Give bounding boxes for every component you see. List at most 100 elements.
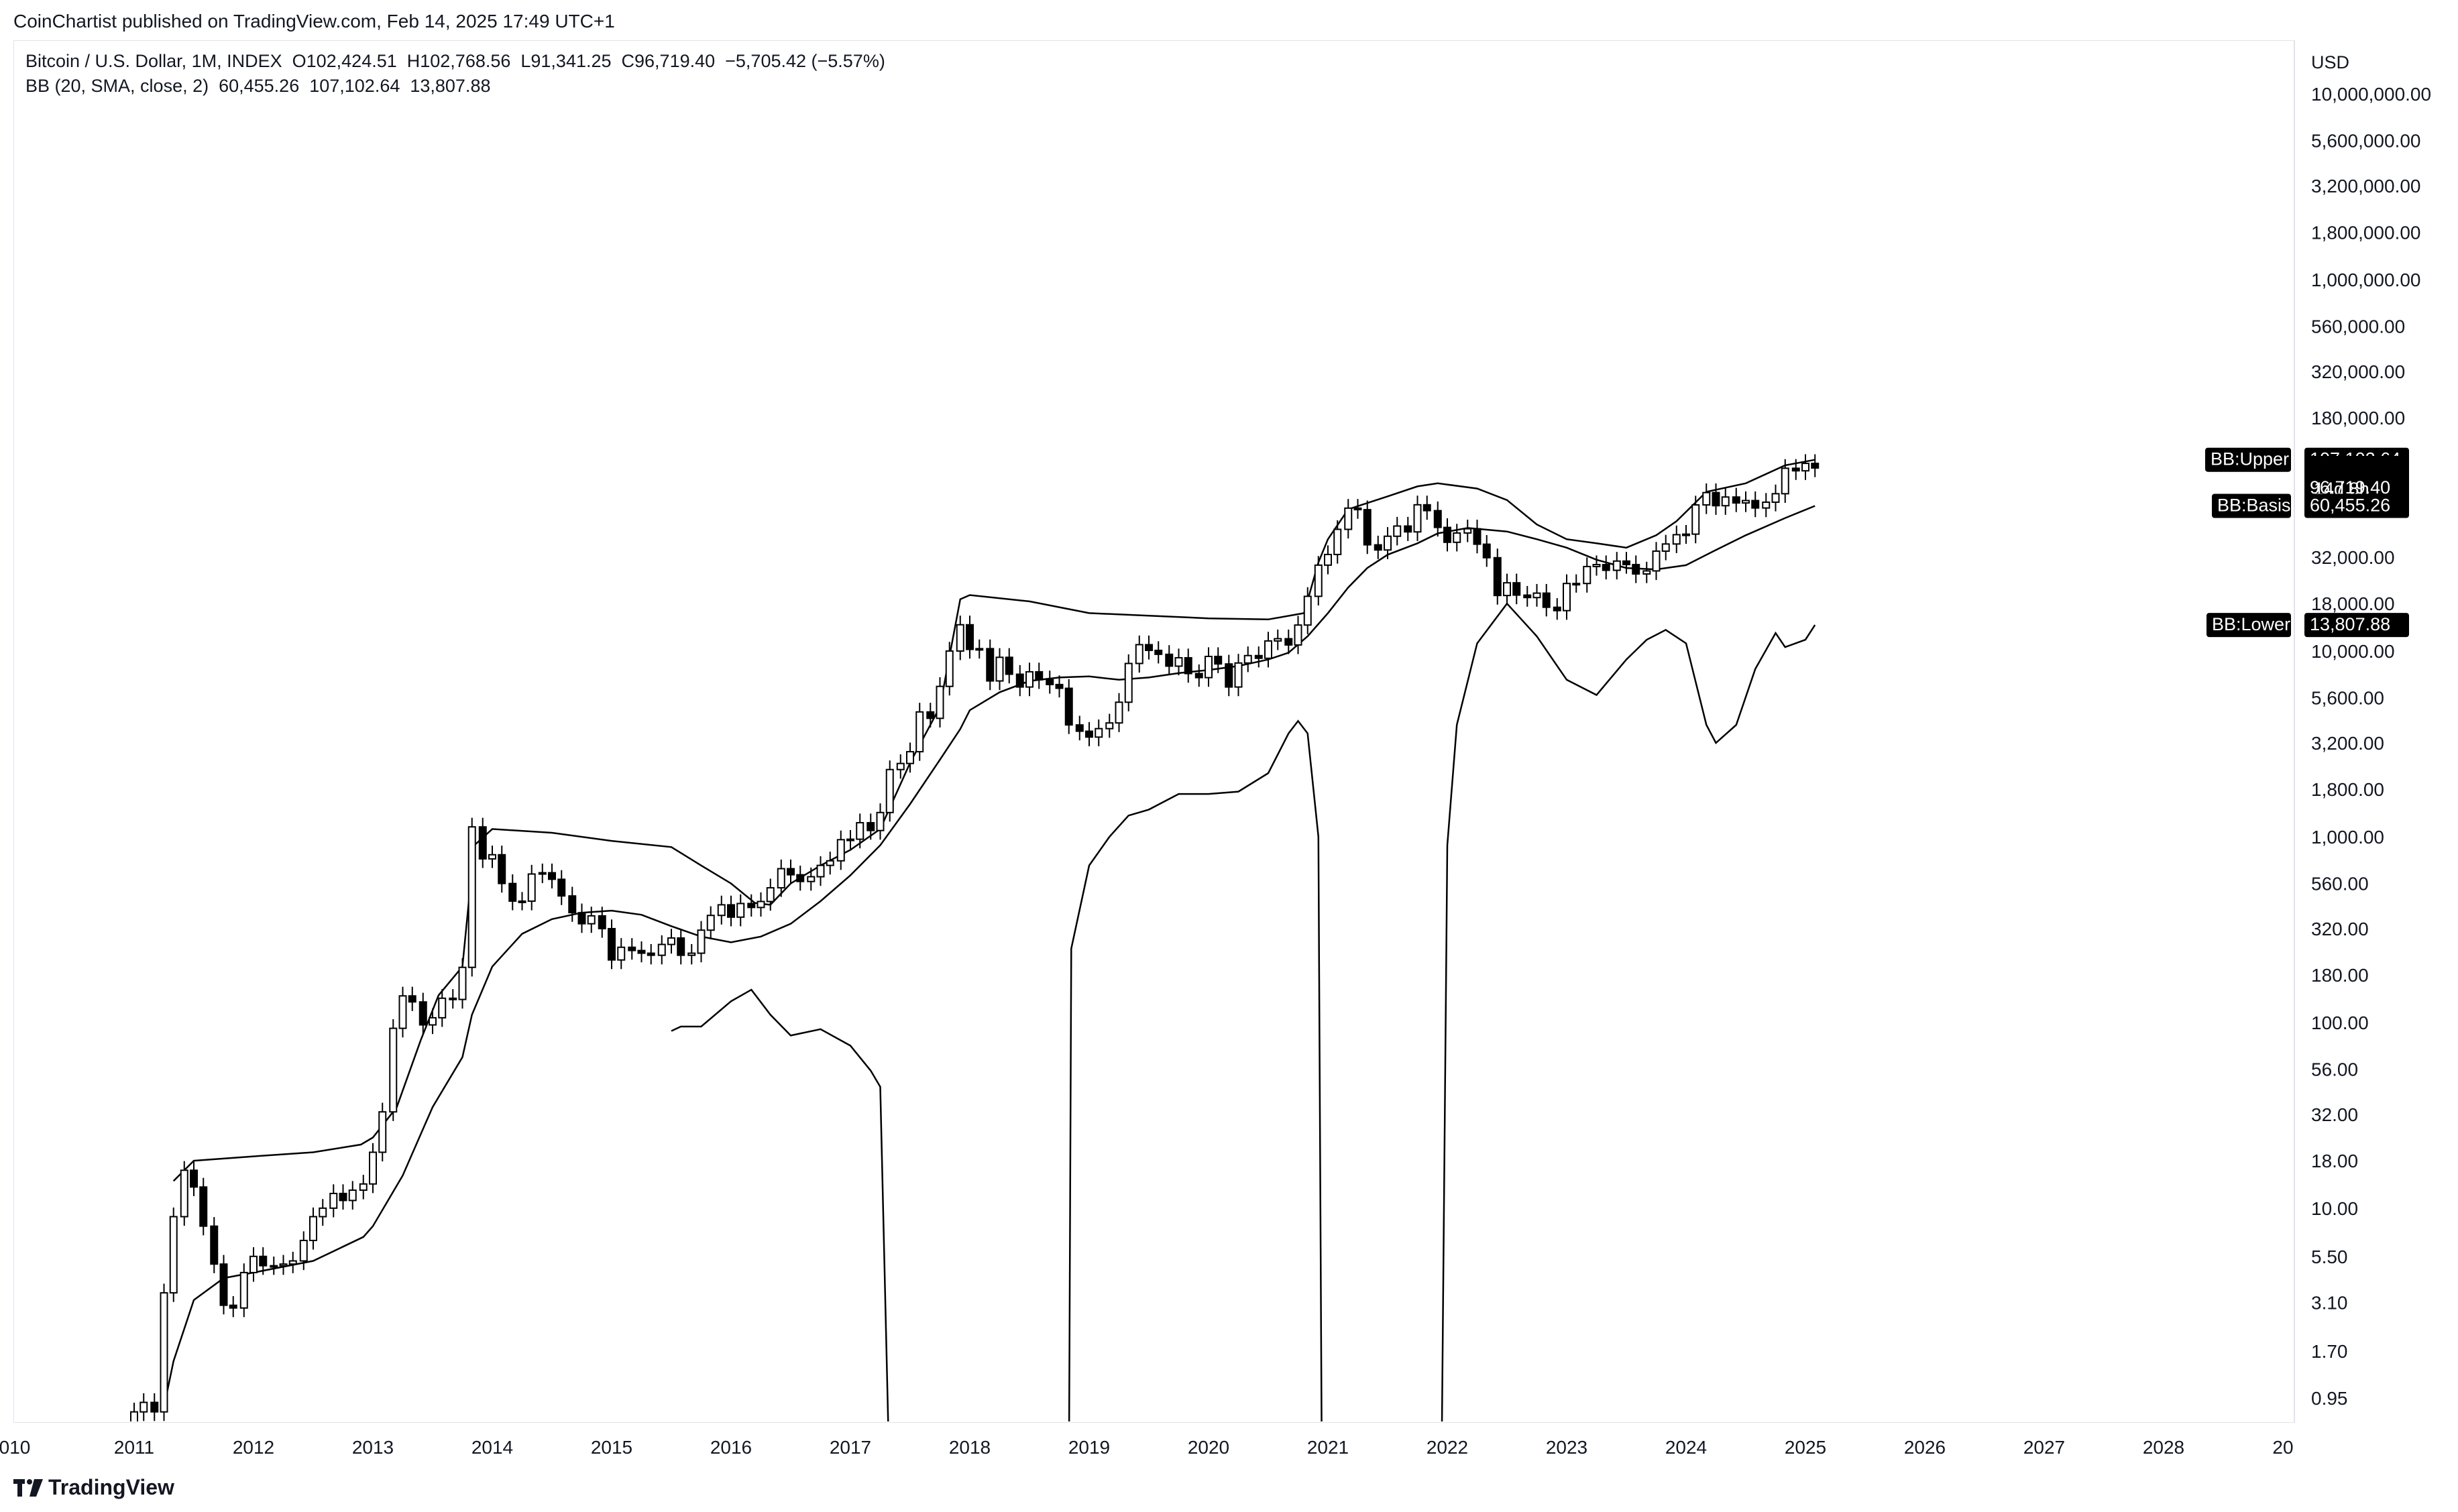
candle-up [270, 1265, 278, 1268]
candle-down [1363, 509, 1372, 546]
candle-up [1205, 656, 1213, 679]
candle-down [1085, 730, 1093, 738]
x-tick-label: 20 [2272, 1437, 2293, 1458]
candle-up [1801, 463, 1809, 472]
y-tick-label: 0.95 [2311, 1388, 2348, 1409]
bb-basis-name-tag-bg [2212, 493, 2291, 518]
candle-down [637, 949, 646, 954]
candle-up [130, 1411, 138, 1421]
last-price-tag-bg [2304, 455, 2409, 500]
candle-up [398, 995, 407, 1029]
candle-up [488, 854, 496, 860]
y-tick-label: 3.10 [2311, 1293, 2348, 1314]
candle-up [1384, 535, 1392, 551]
candle-up [706, 915, 715, 931]
candle-down [577, 912, 586, 925]
candle-up [1393, 525, 1402, 537]
indicator-legend: BB (20, SMA, close, 2) 60,455.26 107,102… [25, 76, 491, 96]
candle-up [1652, 550, 1661, 572]
y-tick-label: 180,000.00 [2311, 408, 2405, 428]
x-tick-label: 2021 [1307, 1437, 1349, 1458]
candle-down [1055, 683, 1064, 689]
bb-lower-name-tag-bg [2206, 613, 2291, 638]
y-tick-label: 1,000.00 [2311, 827, 2384, 848]
candle-up [1592, 564, 1601, 567]
candle-up [139, 1401, 148, 1413]
band-bb-upper [172, 459, 1815, 1182]
candle-up [1115, 701, 1123, 724]
candle-up [1742, 500, 1750, 504]
y-tick-label: 1.70 [2311, 1341, 2348, 1362]
candle-up [467, 826, 476, 968]
candle-down [1523, 594, 1532, 599]
candle-up [309, 1216, 317, 1242]
candle-up [1453, 532, 1461, 543]
candle-up [836, 839, 845, 862]
y-tick-label: 32,000.00 [2311, 547, 2395, 568]
candle-up [736, 903, 745, 918]
y-tick-label: 10,000.00 [2311, 641, 2395, 662]
x-tick-label: 2024 [1665, 1437, 1707, 1458]
candle-up [518, 900, 526, 903]
candle-down [1225, 663, 1233, 688]
candle-down [1184, 656, 1192, 675]
y-tick-label: 180.00 [2311, 965, 2369, 986]
y-tick-label: 320.00 [2311, 919, 2369, 939]
candle-up [1324, 553, 1332, 566]
price-axis[interactable] [2294, 40, 2458, 1423]
candle-up [299, 1240, 308, 1262]
candle-up [885, 768, 894, 813]
candle-down [1433, 510, 1442, 528]
candle-down [1194, 673, 1203, 679]
x-tick-label: 2015 [591, 1437, 632, 1458]
candle-up [1691, 504, 1700, 535]
candle-up [1661, 543, 1670, 552]
candle-down [190, 1169, 198, 1188]
candle-down [1493, 557, 1502, 597]
candle-down [1542, 592, 1551, 608]
candle-up [329, 1192, 338, 1209]
candle-up [896, 762, 905, 770]
bb-upper-name-tag-bg [2205, 447, 2291, 472]
tradingview-brand[interactable]: TradingView [13, 1475, 174, 1500]
x-tick-label: 2016 [710, 1437, 752, 1458]
candle-up [1174, 656, 1183, 667]
x-tick-label: 2028 [2143, 1437, 2184, 1458]
bb-lower-name-tag: BB:Lower [2212, 614, 2290, 634]
candle-up [1264, 640, 1272, 659]
y-tick-label: 1,800.00 [2311, 779, 2384, 800]
x-tick-label: 2011 [114, 1437, 154, 1458]
candle-down [787, 868, 795, 876]
candle-down [1015, 673, 1024, 688]
candle-up [1095, 728, 1103, 738]
candle-up [777, 868, 785, 889]
time-axis: 010 2011 2012 2013 2014 2015 2016 2017 2018 2019 2… [0, 1437, 2294, 1458]
bb-basis-value-tag: 60,455.26 [2310, 495, 2390, 515]
x-tick-label: 2020 [1188, 1437, 1229, 1458]
candle-up [359, 1183, 368, 1191]
candle-up [1583, 565, 1591, 585]
bb-basis-name-tag: BB:Basis [2217, 495, 2291, 515]
candles [130, 454, 1820, 1421]
candle-down [1791, 467, 1800, 472]
y-tick-label: 18.00 [2311, 1151, 2358, 1171]
candle-down [1473, 528, 1482, 545]
candle-up [1124, 662, 1133, 703]
candle-down [598, 915, 606, 929]
x-tick-label: 2026 [1904, 1437, 1946, 1458]
y-tick-label: 560,000.00 [2311, 316, 2405, 337]
candle-down [1443, 526, 1451, 543]
candle-up [1463, 528, 1472, 534]
candle-up [1702, 491, 1711, 506]
currency-label[interactable]: USD [2311, 52, 2350, 72]
candle-up [1563, 583, 1571, 612]
y-tick-label: 18,000.00 [2311, 593, 2395, 614]
tradingview-logo-icon [13, 1478, 43, 1497]
candle-up [527, 873, 536, 902]
candle-down [1046, 679, 1054, 685]
candle-down [1254, 654, 1263, 659]
candle-down [1732, 496, 1740, 504]
candle-down [1005, 656, 1013, 675]
y-tick-label: 5,600.00 [2311, 688, 2384, 709]
candle-down [210, 1225, 219, 1265]
